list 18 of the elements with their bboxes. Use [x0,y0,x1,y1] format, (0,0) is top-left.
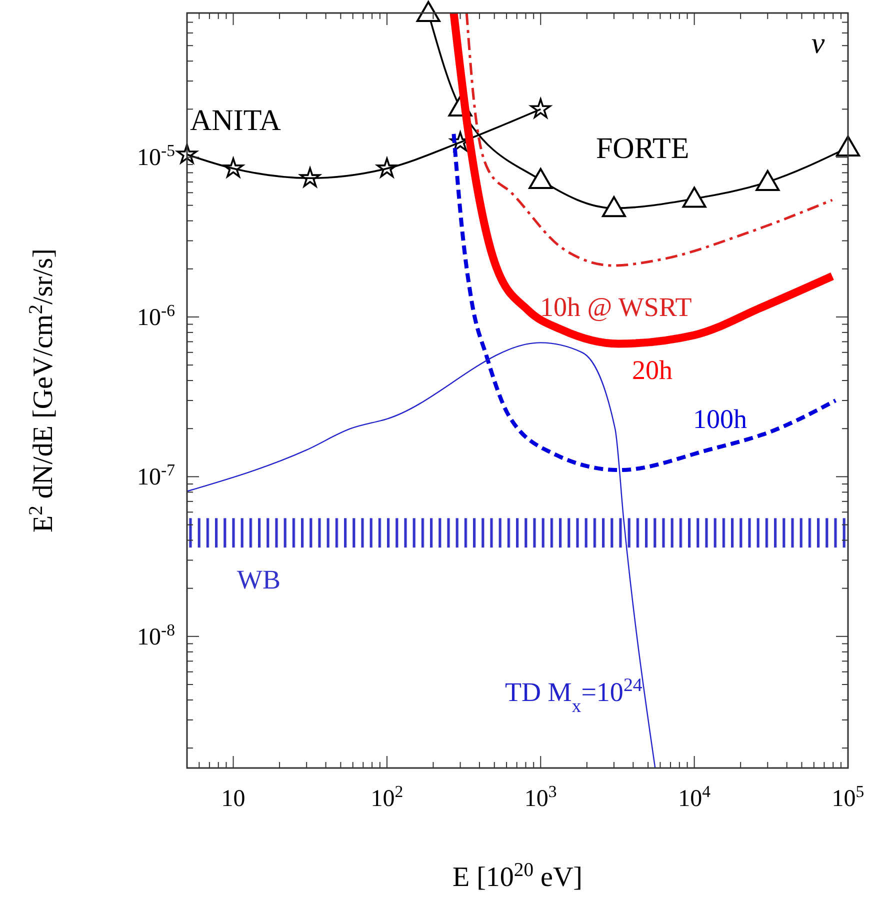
annotation: ν [811,27,826,60]
series-label: 100h [693,404,748,434]
x-tick-label: 10 [221,786,246,812]
x-tick-label: 10$^{2}$ [370,782,404,812]
y-tick-label: 10$^{-8}$ [137,620,175,650]
band-label: WB [237,564,280,595]
y-tick-label: 10$^{-6}$ [137,300,175,331]
series-label: 20h [632,355,673,385]
y-tick-label: 10$^{-5}$ [137,140,175,172]
x-tick-label: 10$^{5}$ [832,782,864,812]
series-label: TD M$_{x}$=10$^{24}$ [505,674,643,716]
x-axis-title: E [10$^{20}$ eV] [452,860,583,893]
x-tick-label: 10$^{4}$ [678,782,712,812]
y-tick-label: 10$^{-7}$ [137,460,175,491]
series-label: FORTE [596,132,690,165]
x-tick-label: 10$^{3}$ [524,782,557,812]
series-label: 10h @ WSRT [540,292,692,322]
series-label: ANITA [190,104,282,137]
